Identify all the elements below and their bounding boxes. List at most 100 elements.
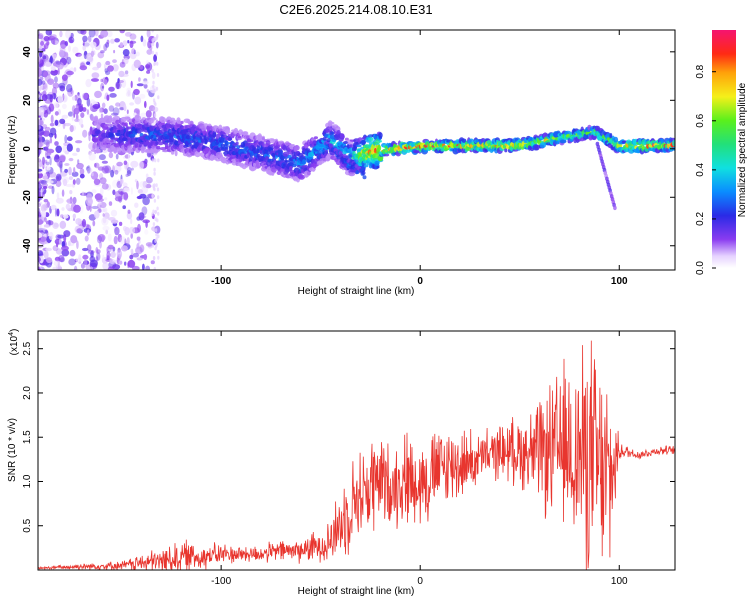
- snr-y-scale-label: (x104): [8, 329, 20, 356]
- spectrogram-noise-cell: [94, 163, 97, 168]
- spectrogram-noise-cell: [88, 56, 93, 62]
- spectrogram-noise-cell: [59, 85, 66, 92]
- spectrogram-y-tick-label: 40: [22, 46, 33, 58]
- spectrogram-band-cell: [559, 139, 567, 144]
- spectrogram-noise-cell: [153, 54, 158, 63]
- spectrogram-noise-cell: [63, 230, 71, 238]
- spectrogram-noise-cell: [38, 125, 41, 130]
- spectrogram-noise-cell: [118, 221, 123, 226]
- spectrogram-noise-cell: [125, 173, 129, 177]
- spectrogram-noise-cell: [112, 189, 116, 196]
- spectrogram-noise-cell: [38, 56, 43, 64]
- snr-y-label: SNR (10 * v/v): [7, 418, 18, 482]
- spectrogram-noise-cell: [52, 266, 61, 270]
- spectrogram-band-cell: [170, 141, 176, 145]
- spectrogram-noise-cell: [73, 204, 81, 213]
- spectrogram-band-cell: [374, 160, 380, 166]
- spectrogram-noise-cell: [136, 180, 139, 190]
- spectrogram-band-cell: [174, 150, 178, 157]
- spectrogram-noise-cell: [56, 242, 59, 248]
- spectrogram-noise-cell: [59, 238, 62, 245]
- spectrogram-noise-cell: [121, 73, 129, 77]
- spectrogram-noise-cell: [110, 219, 119, 224]
- spectrogram-noise-cell: [154, 158, 157, 163]
- spectrogram-noise-cell: [84, 235, 89, 242]
- spectrogram-noise-cell: [119, 42, 124, 48]
- spectrogram-noise-cell: [115, 81, 122, 90]
- spectrogram-noise-cell: [99, 177, 107, 185]
- spectrogram-noise-cell: [54, 119, 59, 126]
- spectrogram-noise-cell: [154, 217, 157, 222]
- spectrogram-band-cell: [178, 144, 186, 150]
- spectrogram-noise-cell: [146, 89, 150, 93]
- spectrogram-noise-cell: [73, 67, 77, 72]
- spectrogram-noise-cell: [47, 78, 55, 85]
- spectrogram-noise-cell: [66, 198, 75, 205]
- spectrogram-noise-cell: [134, 96, 142, 105]
- spectrogram-noise-cell: [54, 76, 58, 83]
- spectrogram-noise-cell: [130, 218, 133, 225]
- spectrogram-noise-cell: [39, 59, 44, 67]
- spectrogram-panel: -100 0 100 -40 -20 0 20 40 Height of straight …: [7, 29, 676, 297]
- spectrogram-noise-cell: [60, 214, 64, 218]
- spectrogram-noise-cell: [39, 44, 46, 51]
- spectrogram-noise-cell: [151, 243, 154, 248]
- spectrogram-noise-cell: [43, 250, 49, 260]
- spectrogram-band-cell: [155, 141, 159, 145]
- spectrogram-band-cell: [150, 117, 157, 121]
- spectrogram-band-cell: [383, 153, 390, 157]
- spectrogram-band-cell: [194, 151, 201, 158]
- spectrogram-noise-cell: [94, 90, 102, 99]
- spectrogram-noise-cell: [89, 126, 93, 135]
- spectrogram-noise-cell: [153, 171, 156, 176]
- spectrogram-noise-cell: [142, 196, 150, 206]
- spectrogram-noise-cell: [39, 117, 43, 121]
- spectrogram-noise-cell: [142, 80, 149, 85]
- spectrogram-noise-cell: [151, 38, 154, 43]
- colorbar-label: Normalized spectral amplitude: [737, 82, 748, 217]
- spectrogram-noise-cell: [100, 78, 104, 83]
- spectrogram-noise-cell: [126, 170, 132, 177]
- spectrogram-noise-cell: [38, 202, 41, 208]
- spectrogram-noise-cell: [64, 41, 69, 47]
- snr-axes-frame: [37, 330, 676, 571]
- spectrogram-band-cell: [237, 135, 242, 139]
- spectrogram-noise-cell: [96, 235, 102, 244]
- spectrogram-band-cell: [186, 132, 191, 136]
- spectrogram-x-label: Height of straight line (km): [298, 286, 415, 297]
- spectrogram-noise-cell: [150, 260, 155, 265]
- spectrogram-noise-cell: [38, 256, 41, 263]
- spectrogram-band-cell: [376, 165, 380, 169]
- spectrogram-noise-cell: [54, 141, 59, 146]
- spectrogram-noise-cell: [103, 167, 111, 174]
- spectrogram-noise-cell: [65, 183, 73, 188]
- spectrogram-noise-cell: [62, 103, 67, 110]
- spectrogram-noise-cell: [73, 167, 76, 174]
- spectrogram-noise-cell: [116, 249, 123, 259]
- spectrogram-noise-cell: [142, 263, 145, 270]
- spectrogram-noise-cell: [97, 166, 105, 171]
- spectrogram-noise-cell: [59, 30, 63, 38]
- spectrogram-noise-cell: [146, 30, 151, 38]
- spectrogram-noise-cell: [75, 177, 81, 185]
- spectrogram-noise-cell: [38, 226, 44, 231]
- spectrogram-noise-cell: [151, 158, 155, 163]
- spectrogram-band-cell: [265, 140, 271, 146]
- spectrogram-noise-cell: [61, 74, 68, 81]
- spectrogram-noise-cell: [153, 187, 156, 192]
- spectrogram-band-cell: [207, 123, 212, 127]
- spectrogram-noise-cell: [85, 223, 90, 230]
- spectrogram-x-tick-label: 0: [417, 276, 423, 287]
- spectrogram-noise-cell: [71, 112, 75, 122]
- spectrogram-noise-cell: [57, 67, 60, 76]
- spectrogram-noise-cell: [56, 61, 64, 70]
- spectrogram-noise-cell: [132, 91, 135, 100]
- spectrogram-band-cell: [378, 132, 383, 139]
- spectrogram-noise-cell: [103, 108, 108, 114]
- spectrogram-noise-cell: [98, 154, 106, 161]
- spectrogram-band-cell: [355, 170, 360, 175]
- spectrogram-x-ticks: -100 0 100: [211, 30, 628, 287]
- spectrogram-noise-cell: [38, 62, 42, 70]
- spectrogram-noise-cell: [64, 150, 70, 155]
